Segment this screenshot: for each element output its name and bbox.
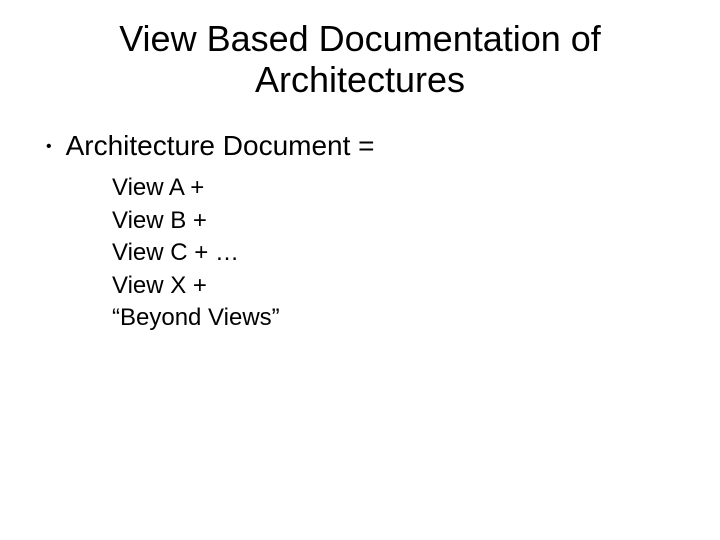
bullet-dot-icon: • [46,133,52,161]
list-item: View X + [112,270,680,302]
sub-list: View A + View B + View C + … View X + “B… [112,172,680,334]
bullet-text: Architecture Document = [66,129,375,163]
list-item: “Beyond Views” [112,302,680,334]
list-item: View B + [112,205,680,237]
list-item: View A + [112,172,680,204]
slide: View Based Documentation of Architecture… [0,0,720,540]
slide-title: View Based Documentation of Architecture… [40,18,680,101]
list-item: View C + … [112,237,680,269]
bullet-item: • Architecture Document = [46,129,680,163]
